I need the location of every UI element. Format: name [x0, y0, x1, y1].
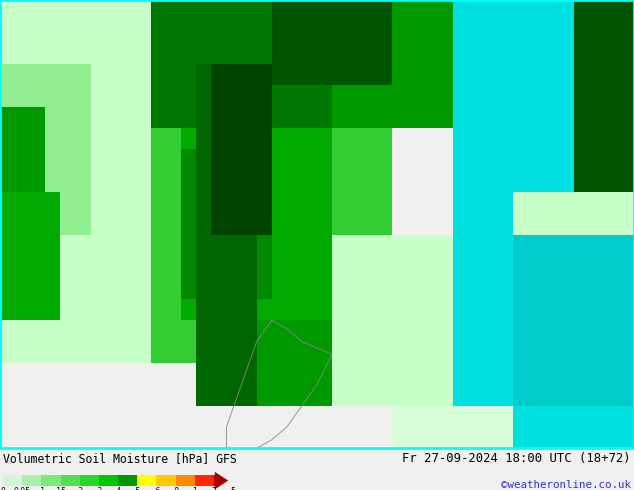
Bar: [453, 235, 574, 363]
Bar: [118, 475, 137, 486]
Bar: [211, 64, 272, 235]
Text: 0.05: 0.05: [14, 487, 30, 490]
Text: .2: .2: [76, 487, 83, 490]
Bar: [80, 475, 99, 486]
Text: .15: .15: [55, 487, 67, 490]
Text: Fr 27-09-2024 18:00 UTC (18+72): Fr 27-09-2024 18:00 UTC (18+72): [403, 452, 631, 466]
Text: 5: 5: [231, 487, 235, 490]
Bar: [392, 406, 514, 490]
Text: .6: .6: [153, 487, 160, 490]
Bar: [272, 0, 453, 85]
Bar: [242, 320, 332, 406]
Bar: [157, 475, 176, 486]
Text: .5: .5: [134, 487, 141, 490]
FancyArrow shape: [214, 472, 228, 490]
Bar: [453, 192, 634, 448]
Bar: [514, 235, 634, 406]
Bar: [176, 475, 195, 486]
Bar: [151, 128, 392, 363]
Bar: [574, 0, 634, 192]
Bar: [453, 0, 574, 192]
Bar: [197, 64, 257, 406]
Bar: [181, 149, 272, 299]
Bar: [195, 475, 214, 486]
Bar: [332, 235, 453, 406]
Text: 3: 3: [211, 487, 216, 490]
Bar: [514, 192, 634, 235]
Bar: [3, 475, 22, 486]
Bar: [60, 475, 80, 486]
Bar: [41, 475, 60, 486]
Bar: [181, 128, 332, 320]
Bar: [453, 192, 514, 235]
Text: .1: .1: [38, 487, 45, 490]
Bar: [0, 192, 60, 320]
Bar: [99, 475, 118, 486]
Text: ©weatheronline.co.uk: ©weatheronline.co.uk: [501, 480, 631, 490]
Bar: [151, 0, 514, 128]
Bar: [0, 0, 151, 363]
Text: 1: 1: [192, 487, 197, 490]
Text: .3: .3: [95, 487, 103, 490]
Text: 0: 0: [1, 487, 6, 490]
Text: .4: .4: [114, 487, 122, 490]
Bar: [151, 0, 332, 214]
Bar: [151, 0, 392, 171]
Bar: [22, 475, 41, 486]
Bar: [0, 0, 634, 448]
Bar: [137, 475, 157, 486]
Bar: [453, 448, 634, 490]
Bar: [0, 64, 91, 235]
Bar: [0, 107, 45, 192]
Bar: [392, 0, 514, 128]
Text: Volumetric Soil Moisture [hPa] GFS: Volumetric Soil Moisture [hPa] GFS: [3, 452, 236, 466]
Text: .8: .8: [172, 487, 179, 490]
